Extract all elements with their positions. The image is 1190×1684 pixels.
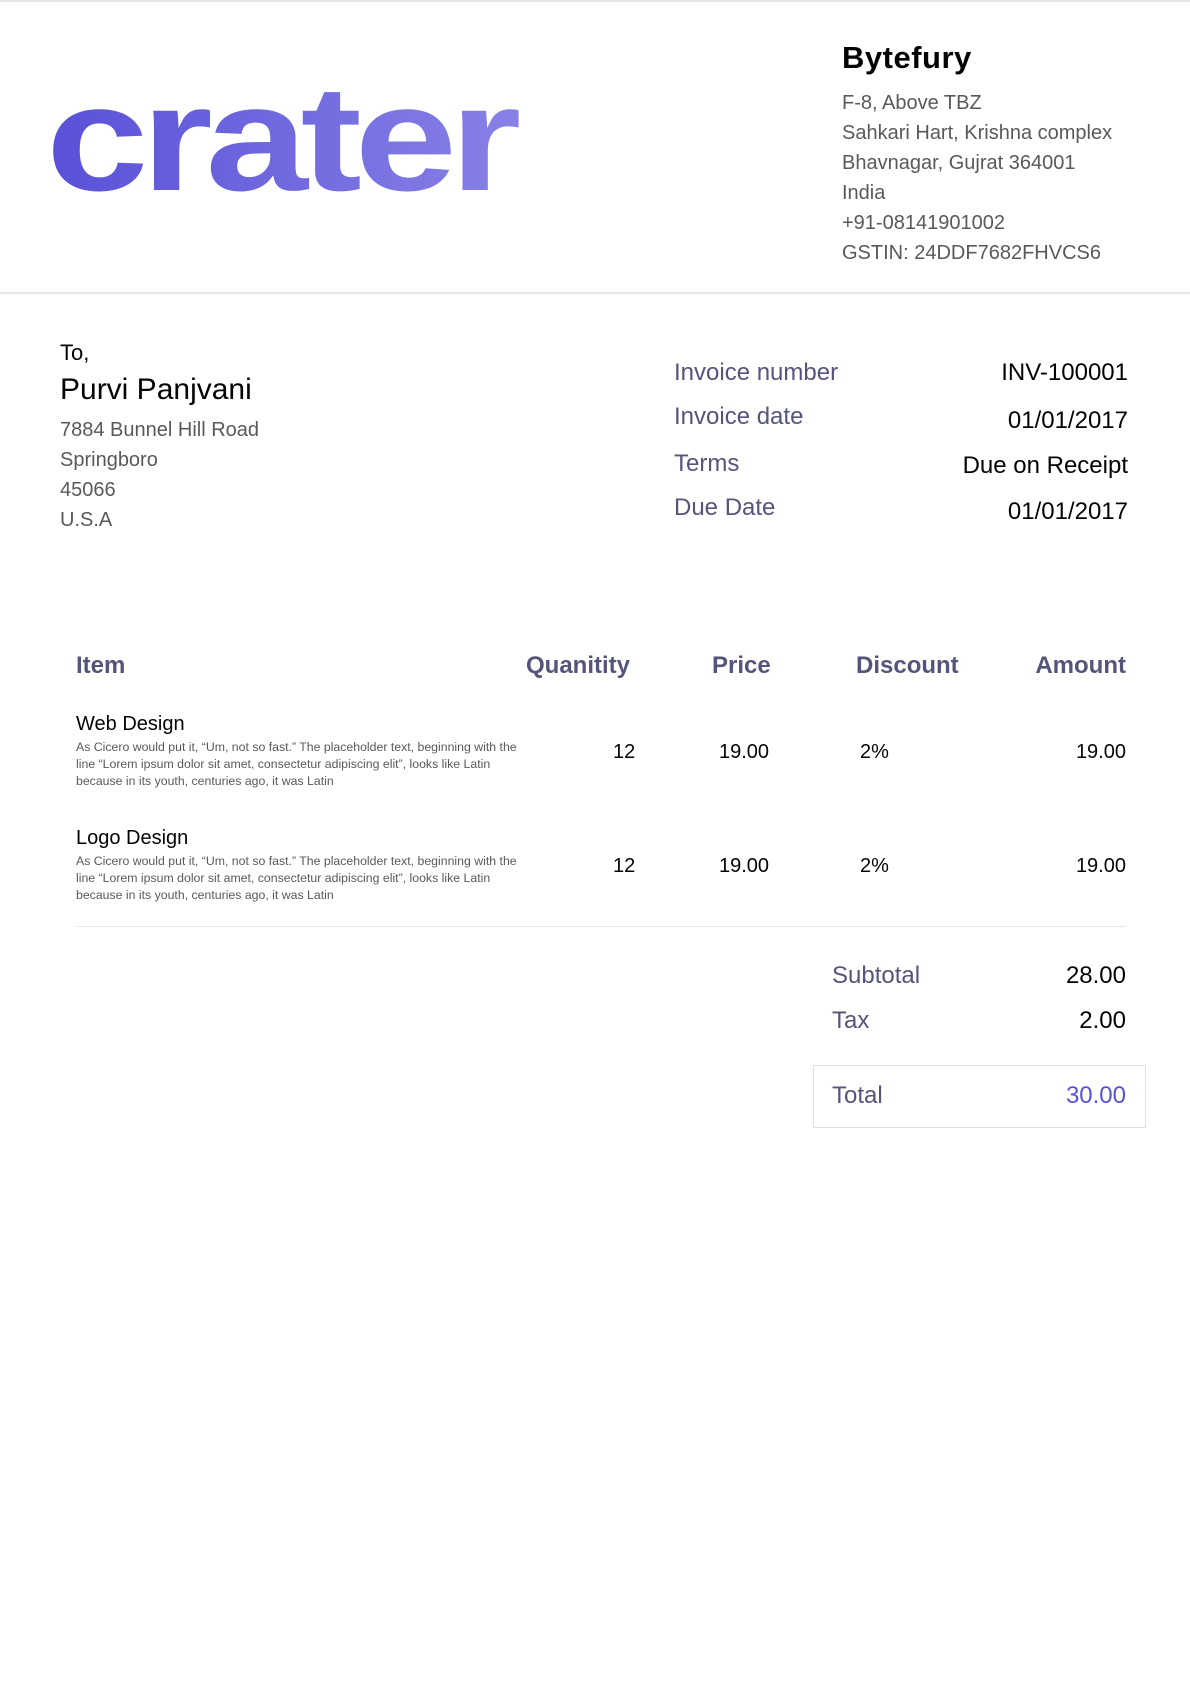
invoice-number-value: INV-100001: [1001, 359, 1128, 386]
total-label: Total: [832, 1082, 883, 1109]
tax-label: Tax: [832, 1007, 870, 1034]
company-address-line: Bhavnagar, Gujrat 364001: [842, 152, 1076, 174]
company-phone: +91-08141901002: [842, 212, 1005, 234]
item-amount: 19.00: [1075, 855, 1126, 877]
item-price: 19.00: [719, 741, 770, 763]
header-divider: [0, 292, 1190, 294]
tax-value: 2.00: [1079, 1007, 1126, 1034]
header-discount: Discount: [856, 652, 959, 679]
due-date-label: Due Date: [674, 494, 776, 521]
item-discount: 2%: [860, 741, 889, 763]
subtotal-label: Subtotal: [832, 962, 921, 989]
customer-name: Purvi Panjvani: [60, 373, 252, 406]
item-price: 19.00: [719, 855, 770, 877]
due-date-value: 01/01/2017: [1007, 498, 1128, 525]
item-amount: 19.00: [1075, 741, 1126, 763]
terms-value: Due on Receipt: [962, 452, 1128, 479]
terms-label: Terms: [674, 450, 740, 477]
customer-address-line: 45066: [60, 479, 116, 501]
customer-address-line: 7884 Bunnel Hill Road: [60, 419, 260, 441]
header-item: Item: [76, 652, 126, 679]
item-name: Web Design: [76, 713, 185, 735]
company-address-line: F-8, Above TBZ: [842, 92, 982, 114]
invoice-number-label: Invoice number: [674, 359, 839, 386]
header-amount: Amount: [1035, 652, 1126, 679]
total-value: 30.00: [1065, 1082, 1126, 1109]
customer-address-line: U.S.A: [60, 509, 113, 531]
company-address-line: India: [842, 182, 886, 204]
item-description: As Cicero would put it, “Um, not so fast…: [76, 740, 517, 788]
to-label: To,: [60, 340, 90, 365]
crater-logo: crater: [46, 78, 526, 203]
item-quantity: 12: [613, 741, 636, 763]
header-quantity: Quanitity: [526, 652, 631, 679]
invoice-date-value: 01/01/2017: [1007, 407, 1128, 434]
item-name: Logo Design: [76, 827, 189, 849]
logo-text: crater: [46, 78, 520, 203]
company-address-line: Sahkari Hart, Krishna complex: [842, 122, 1113, 144]
total-box: [813, 1065, 1146, 1128]
items-divider: [76, 926, 1126, 927]
customer-address-line: Springboro: [60, 449, 158, 471]
item-quantity: 12: [613, 855, 636, 877]
company-gstin: GSTIN: 24DDF7682FHVCS6: [842, 242, 1101, 264]
invoice-date-label: Invoice date: [674, 403, 804, 430]
header-price: Price: [712, 652, 771, 679]
company-name: Bytefury: [842, 40, 972, 75]
subtotal-value: 28.00: [1065, 962, 1126, 989]
top-border: [0, 0, 1190, 2]
item-description: As Cicero would put it, “Um, not so fast…: [76, 854, 517, 902]
item-discount: 2%: [860, 855, 889, 877]
